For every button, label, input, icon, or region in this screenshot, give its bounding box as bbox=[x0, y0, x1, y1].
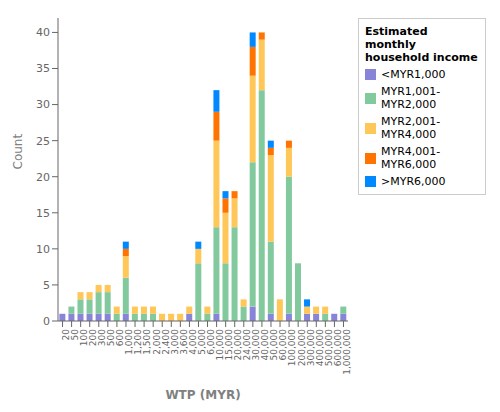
svg-text:15,000: 15,000 bbox=[224, 329, 234, 361]
svg-text:5: 5 bbox=[43, 279, 50, 292]
svg-text:1,200: 1,200 bbox=[133, 329, 144, 355]
svg-text:50: 50 bbox=[70, 329, 80, 341]
svg-text:6,000: 6,000 bbox=[205, 329, 216, 355]
svg-text:1,000: 1,000 bbox=[124, 329, 135, 355]
svg-text:600: 600 bbox=[115, 329, 126, 347]
svg-text:500: 500 bbox=[106, 329, 117, 347]
html-text:MYR1,001-MYR2,000: MYR1,001-MYR2,000 bbox=[381, 85, 441, 111]
html-text:Estimated monthly: Estimated monthly bbox=[365, 25, 428, 51]
svg-text:35: 35 bbox=[36, 62, 50, 75]
svg-text:600,000: 600,000 bbox=[332, 329, 343, 367]
svg-text:200,000: 200,000 bbox=[296, 329, 307, 367]
svg-text:3,000: 3,000 bbox=[169, 329, 180, 355]
svg-text:30,000: 30,000 bbox=[251, 329, 262, 361]
svg-text:1,000,000: 1,000,000 bbox=[342, 329, 352, 375]
svg-text:10,000: 10,000 bbox=[215, 329, 225, 361]
svg-text:1,500: 1,500 bbox=[142, 329, 153, 355]
html-text:MYR4,001-MYR6,000: MYR4,001-MYR6,000 bbox=[381, 145, 441, 171]
svg-text:300,000: 300,000 bbox=[305, 329, 316, 367]
svg-text:Count: Count bbox=[11, 134, 25, 170]
svg-text:25: 25 bbox=[36, 135, 50, 148]
svg-text:24,000: 24,000 bbox=[242, 329, 253, 361]
svg-text:200: 200 bbox=[88, 329, 99, 347]
svg-text:20,000: 20,000 bbox=[233, 329, 244, 361]
html-text:<MYR1,000: <MYR1,000 bbox=[381, 68, 446, 81]
html-text:household income: household income bbox=[365, 51, 478, 64]
svg-text:30: 30 bbox=[36, 98, 50, 111]
svg-text:50,000: 50,000 bbox=[269, 329, 280, 361]
svg-text:20: 20 bbox=[36, 171, 50, 184]
svg-text:40: 40 bbox=[36, 26, 50, 39]
svg-text:500,000: 500,000 bbox=[323, 329, 334, 367]
svg-text:400,000: 400,000 bbox=[314, 329, 325, 367]
svg-text:100: 100 bbox=[79, 329, 89, 347]
svg-text:300: 300 bbox=[97, 329, 108, 347]
svg-text:40,000: 40,000 bbox=[260, 329, 271, 361]
svg-text:2,000: 2,000 bbox=[151, 329, 162, 355]
svg-text:10: 10 bbox=[36, 243, 50, 256]
svg-text:2,400: 2,400 bbox=[160, 329, 171, 355]
svg-text:20: 20 bbox=[60, 329, 71, 341]
svg-text:WTP (MYR): WTP (MYR) bbox=[165, 388, 240, 402]
html-text:>MYR6,000: >MYR6,000 bbox=[381, 175, 446, 188]
svg-text:4,000: 4,000 bbox=[187, 329, 198, 355]
svg-text:3,600: 3,600 bbox=[178, 329, 189, 355]
svg-text:100,000: 100,000 bbox=[287, 329, 298, 367]
svg-text:60,000: 60,000 bbox=[278, 329, 289, 361]
html-text:MYR2,001-MYR4,000: MYR2,001-MYR4,000 bbox=[381, 115, 441, 141]
svg-text:15: 15 bbox=[36, 207, 50, 220]
svg-text:5,000: 5,000 bbox=[196, 329, 207, 355]
svg-text:0: 0 bbox=[43, 315, 50, 328]
